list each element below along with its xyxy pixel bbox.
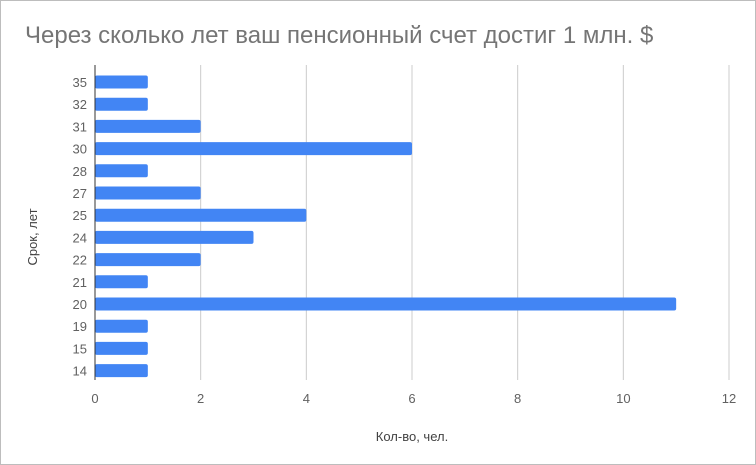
y-tick-label: 32 (73, 97, 87, 112)
bar-24 (95, 230, 254, 244)
x-tick-label: 6 (408, 391, 415, 406)
y-tick-label: 22 (73, 253, 87, 268)
bar-22 (95, 253, 201, 267)
x-axis-label: Кол-во, чел. (376, 429, 448, 444)
bar-21 (95, 275, 148, 289)
x-tick-label: 0 (91, 391, 98, 406)
bar-31 (95, 119, 201, 133)
y-tick-label: 31 (73, 119, 87, 134)
y-tick-label: 35 (73, 75, 87, 90)
x-tick-label: 10 (616, 391, 630, 406)
x-tick-label: 2 (197, 391, 204, 406)
y-tick-label: 24 (73, 230, 87, 245)
bar-35 (95, 75, 148, 89)
y-tick-label: 25 (73, 208, 87, 223)
x-tick-label: 4 (303, 391, 310, 406)
y-tick-label: 30 (73, 142, 87, 157)
y-tick-label: 19 (73, 319, 87, 334)
bar-32 (95, 97, 148, 111)
chart-title: Через сколько лет ваш пенсионный счет до… (25, 22, 654, 49)
bar-14 (95, 364, 148, 378)
x-tick-label: 8 (514, 391, 521, 406)
bar-27 (95, 186, 201, 200)
y-tick-label: 28 (73, 164, 87, 179)
bar-20 (95, 297, 677, 311)
y-tick-label: 15 (73, 341, 87, 356)
bar-25 (95, 208, 307, 222)
bar-15 (95, 341, 148, 355)
y-tick-label: 14 (73, 364, 87, 379)
x-tick-label: 12 (722, 391, 736, 406)
bar-30 (95, 142, 412, 156)
bar-19 (95, 319, 148, 333)
y-tick-label: 20 (73, 297, 87, 312)
y-tick-label: 27 (73, 186, 87, 201)
bar-28 (95, 164, 148, 178)
y-tick-label: 21 (73, 275, 87, 290)
y-axis-label: Срок, лет (25, 208, 40, 265)
